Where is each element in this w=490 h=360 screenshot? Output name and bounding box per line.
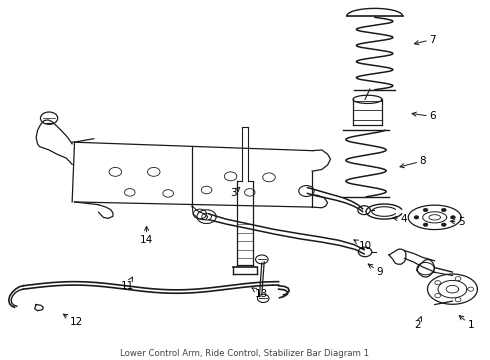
Circle shape [455,276,461,281]
Text: 11: 11 [121,277,134,291]
Text: 4: 4 [393,214,407,224]
Text: 5: 5 [450,217,465,228]
Text: 9: 9 [368,264,383,277]
Text: 12: 12 [63,314,83,327]
Text: Lower Control Arm, Ride Control, Stabilizer Bar Diagram 1: Lower Control Arm, Ride Control, Stabili… [121,349,369,358]
Text: 13: 13 [252,288,269,299]
Circle shape [441,208,446,212]
Text: 10: 10 [354,240,371,251]
Circle shape [435,294,441,298]
Text: 6: 6 [412,112,436,121]
Circle shape [423,223,428,226]
Circle shape [468,287,473,291]
Circle shape [423,208,428,212]
Text: 2: 2 [415,317,421,330]
Circle shape [414,216,419,219]
Text: 3: 3 [230,188,240,198]
Text: 1: 1 [459,316,474,330]
Text: 7: 7 [415,35,436,45]
Circle shape [455,298,461,302]
Text: 8: 8 [400,156,426,168]
Text: 14: 14 [140,226,153,244]
Circle shape [435,281,441,285]
Circle shape [441,223,446,226]
Circle shape [450,216,455,219]
